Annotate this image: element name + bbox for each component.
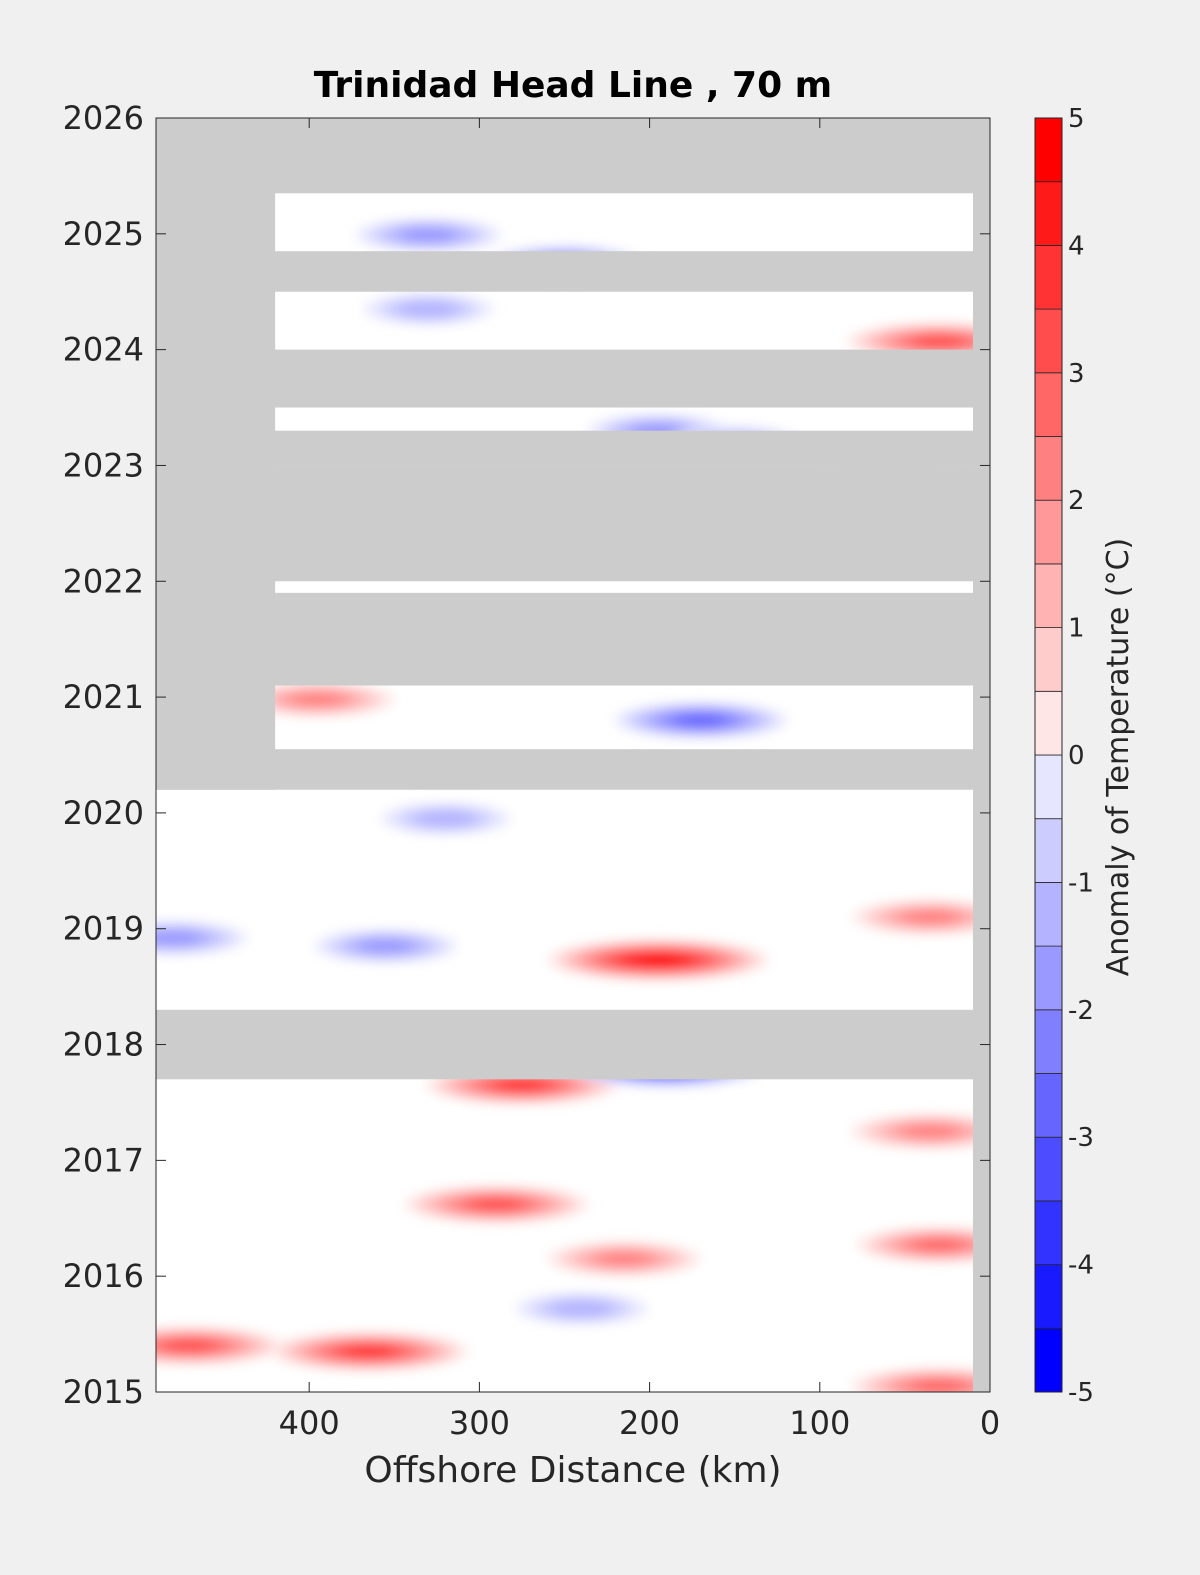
colorbar-level xyxy=(1034,308,1063,374)
no-data-offshore-region xyxy=(156,118,276,790)
y-tick-label: 2023 xyxy=(63,446,144,484)
colorbar-tick-label: -2 xyxy=(1068,996,1094,1026)
y-tick-label: 2015 xyxy=(63,1373,144,1411)
anomaly-feature xyxy=(346,1345,392,1358)
axis-ticks xyxy=(156,117,991,1393)
no-data-band xyxy=(156,749,990,790)
anomaly-feature xyxy=(915,335,963,348)
no-data-mask xyxy=(156,118,990,1392)
chart-title: Trinidad Head Line , 70 m xyxy=(314,65,832,106)
colorbar-level xyxy=(1034,436,1063,501)
anomaly-feature xyxy=(292,692,344,707)
x-tick-label: 300 xyxy=(449,1404,510,1442)
no-data-band xyxy=(156,118,990,194)
no-data-band xyxy=(156,1009,990,1080)
anomaly-feature xyxy=(499,1079,544,1091)
y-tick-labels: 2015 2016 2017 2018 2019 2020 2021 2022 2023 2024… xyxy=(63,99,144,1411)
no-data-band xyxy=(156,349,990,408)
colorbar-tick-label: 0 xyxy=(1068,741,1085,771)
anomaly-feature xyxy=(637,954,680,966)
anomaly-feature xyxy=(358,938,414,954)
anomaly-feature xyxy=(397,300,460,318)
anomaly-feature xyxy=(915,1238,963,1252)
colorbar-tick-label: -4 xyxy=(1068,1251,1094,1281)
y-tick-label: 2022 xyxy=(63,562,144,600)
colorbar-tick-label: -3 xyxy=(1068,1123,1094,1153)
colorbar-level xyxy=(1034,372,1063,437)
colorbar-level xyxy=(1034,499,1063,565)
x-tick-label: 200 xyxy=(619,1404,680,1442)
y-tick-label: 2020 xyxy=(63,794,144,832)
colorbar-level xyxy=(1034,1009,1063,1074)
y-tick-label: 2019 xyxy=(63,910,144,948)
y-tick-label: 2025 xyxy=(63,215,144,253)
colorbar-level xyxy=(1034,181,1063,246)
no-data-band xyxy=(156,592,990,686)
colorbar-level xyxy=(1034,117,1063,183)
colorbar-level xyxy=(1034,882,1063,947)
colorbar-level xyxy=(1034,754,1063,820)
colorbar-tick-label: 1 xyxy=(1068,614,1085,644)
anomaly-feature xyxy=(904,910,957,924)
anomaly-feature xyxy=(414,810,477,827)
colorbar-level xyxy=(1034,1136,1063,1202)
anomaly-feature xyxy=(598,1252,650,1266)
colorbar-tick-label: 2 xyxy=(1068,486,1085,516)
no-data-band xyxy=(156,430,990,466)
colorbar-level xyxy=(1034,1073,1063,1138)
y-tick-label: 2017 xyxy=(63,1141,144,1179)
x-tick-label: 100 xyxy=(789,1404,850,1442)
colorbar-tick-label: 4 xyxy=(1068,231,1085,261)
no-data-band xyxy=(156,251,990,292)
y-tick-label: 2018 xyxy=(63,1026,144,1064)
y-tick-label: 2024 xyxy=(63,331,144,369)
anomaly-feature xyxy=(473,1198,520,1211)
colorbar-level xyxy=(1034,563,1063,629)
colorbar-level xyxy=(1034,627,1063,692)
no-data-coastal-strip xyxy=(972,118,990,1392)
anomaly-feature xyxy=(400,227,457,243)
y-tick-label: 2016 xyxy=(63,1257,144,1295)
anomaly-feature xyxy=(156,930,202,946)
colorbar-level xyxy=(1034,244,1063,310)
colorbar-level xyxy=(1034,945,1063,1011)
plot-area xyxy=(155,117,991,1393)
plot-frame xyxy=(155,117,991,1393)
no-data-band xyxy=(156,465,990,582)
colorbar: -5 -4 -3 -2 -1 0 1 2 3 4 5 xyxy=(1034,104,1094,1408)
anomaly-feature xyxy=(549,1300,614,1317)
colorbar-level xyxy=(1034,1327,1063,1393)
x-tick-label: 400 xyxy=(279,1404,340,1442)
anomaly-feature xyxy=(676,713,726,727)
colorbar-frame xyxy=(1034,117,1063,1393)
colorbar-level xyxy=(1034,690,1063,756)
x-tick-label: 0 xyxy=(980,1404,1000,1442)
colorbar-tick-label: -5 xyxy=(1068,1378,1094,1408)
colorbar-tick-label: 3 xyxy=(1068,359,1085,389)
y-tick-label: 2021 xyxy=(63,678,144,716)
colorbar-level xyxy=(1034,1264,1063,1329)
x-axis-label: Offshore Distance (km) xyxy=(364,1450,781,1491)
anomaly-feature xyxy=(166,1339,214,1352)
colorbar-level xyxy=(1034,1200,1063,1266)
colorbar-level xyxy=(1034,818,1063,883)
anomaly-feature xyxy=(904,1124,957,1139)
colorbar-tick-label: -1 xyxy=(1068,868,1094,898)
x-tick-labels: 400 300 200 100 0 xyxy=(279,1404,1001,1442)
y-tick-label: 2026 xyxy=(63,99,144,137)
colorbar-tick-label: 5 xyxy=(1068,104,1085,134)
colorbar-label: Anomaly of Temperature (°C) xyxy=(1101,538,1136,977)
anomaly-feature xyxy=(914,1379,964,1392)
